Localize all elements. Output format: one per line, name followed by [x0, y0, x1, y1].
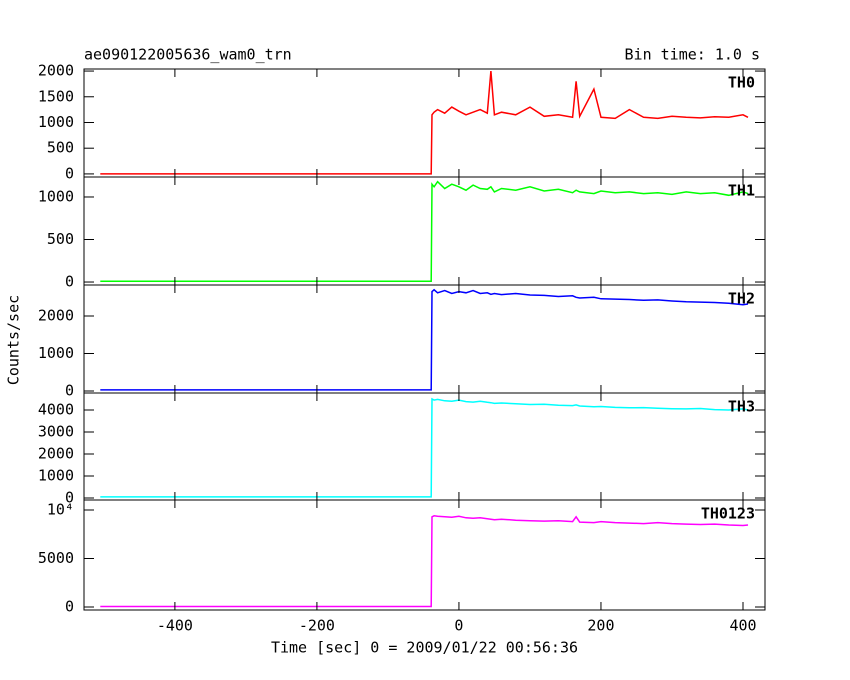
y-tick-label: 1500 [38, 87, 74, 105]
series-label: TH2 [728, 290, 755, 308]
y-tick-label: 0 [65, 164, 74, 182]
y-tick-label: 500 [47, 139, 74, 157]
panel-frame [83, 284, 766, 394]
annotation: Bin time: 1.0 s [625, 46, 760, 64]
data-line [100, 71, 749, 175]
data-line [100, 397, 749, 498]
chart-title: ae090122005636_wam0_trn [84, 46, 292, 64]
x-tick-label: -200 [299, 617, 335, 635]
y-tick-label: 0 [65, 382, 74, 400]
y-tick-label: 1000 [38, 187, 74, 205]
y-tick-label: 5000 [38, 549, 74, 567]
x-tick-label: -400 [157, 617, 193, 635]
x-tick-label: 400 [729, 617, 756, 635]
series-label: TH0123 [701, 505, 755, 523]
y-tick-label: 2000 [38, 445, 74, 463]
y-tick-label: 2000 [38, 62, 74, 80]
data-line [100, 180, 749, 282]
series-label: TH1 [728, 182, 755, 200]
y-tick-label: 4000 [38, 401, 74, 419]
y-tick-label: 0 [65, 273, 74, 291]
x-axis-label: Time [sec] 0 = 2009/01/22 00:56:36 [271, 639, 578, 657]
data-line [100, 515, 749, 608]
panel-frame [83, 68, 766, 178]
y-tick-label: 0 [65, 488, 74, 506]
series-label: TH0 [728, 74, 755, 92]
y-axis-label: Counts/sec [5, 295, 23, 385]
y-tick-label: 500 [47, 230, 74, 248]
y-tick-label: 10⁴ [47, 500, 74, 518]
x-tick-label: 0 [454, 617, 463, 635]
y-tick-label: 2000 [38, 307, 74, 325]
y-tick-label: 1000 [38, 113, 74, 131]
x-tick-label: 200 [587, 617, 614, 635]
panel-frame [83, 499, 766, 611]
series-label: TH3 [728, 398, 755, 416]
y-tick-label: 3000 [38, 423, 74, 441]
y-tick-label: 1000 [38, 466, 74, 484]
y-tick-label: 1000 [38, 344, 74, 362]
data-line [100, 288, 749, 391]
y-tick-label: 0 [65, 597, 74, 615]
